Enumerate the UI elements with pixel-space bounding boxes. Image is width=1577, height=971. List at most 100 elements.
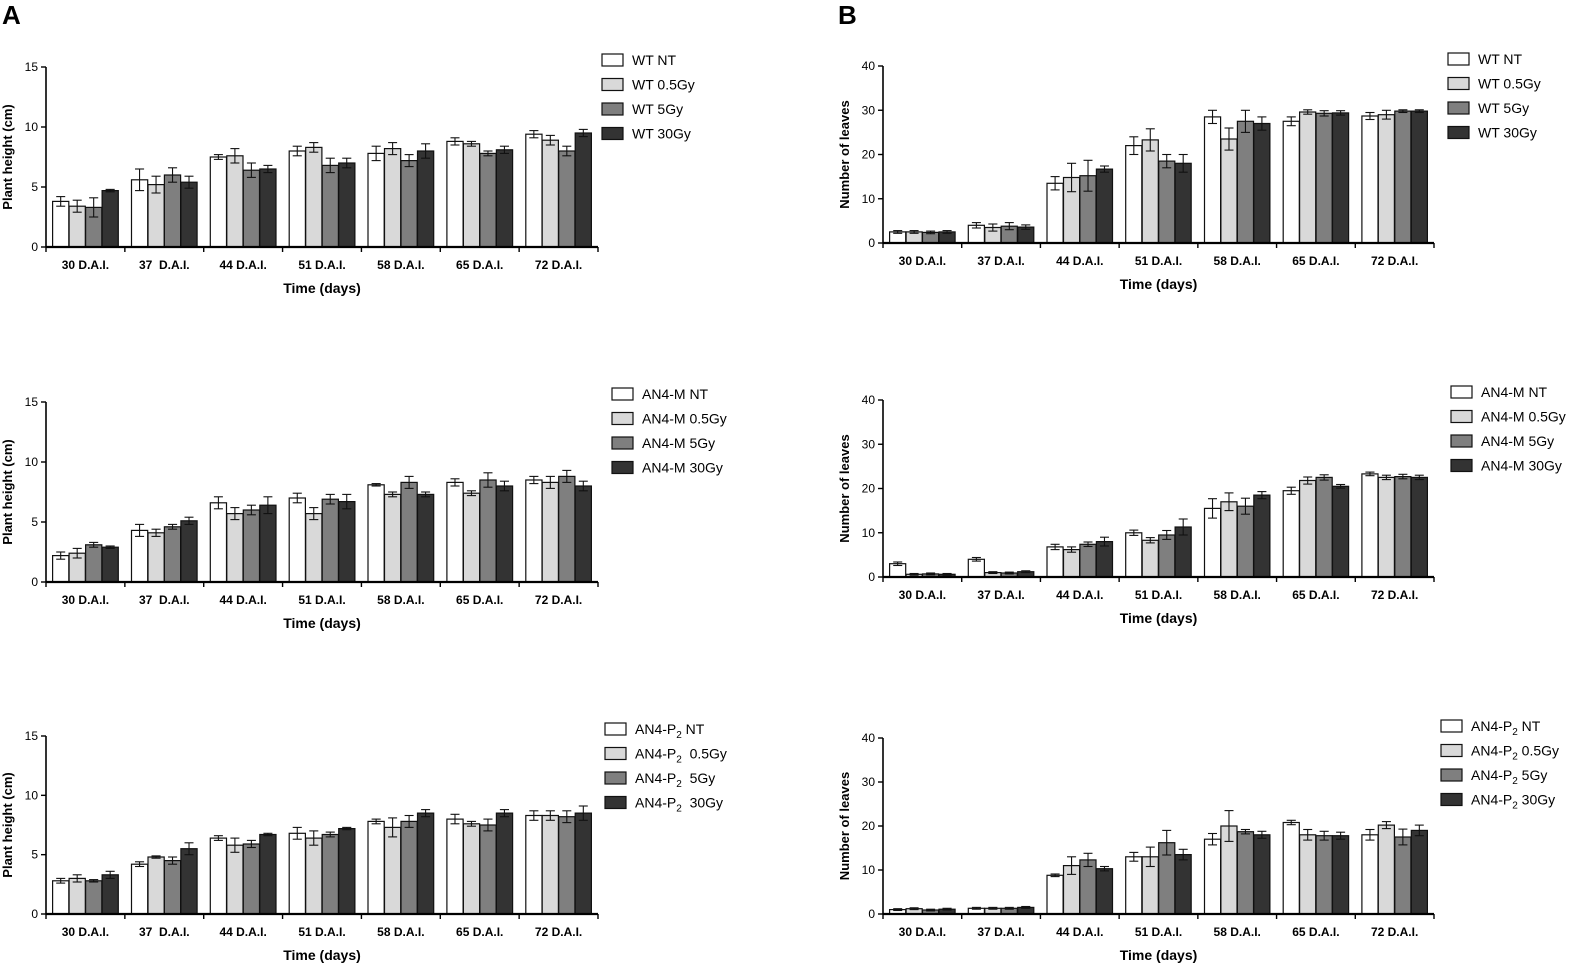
legend-label: WT 0.5Gy: [632, 77, 695, 93]
legend-swatch: [1440, 792, 1463, 807]
bar: [180, 181, 198, 248]
bar: [367, 152, 385, 248]
bar: [1095, 868, 1114, 915]
legend-swatch: [601, 53, 624, 67]
legend-swatch: [611, 436, 634, 450]
legend-swatch: [1450, 458, 1473, 473]
bar: [400, 481, 418, 583]
x-tick-label: 44 D.A.I.: [219, 258, 266, 272]
x-tick-label: 30 D.A.I.: [62, 593, 109, 607]
y-tick-label: 20: [862, 819, 876, 833]
bar: [1079, 543, 1097, 578]
bar: [1377, 824, 1396, 915]
legend-swatch: [1450, 409, 1473, 424]
legend-label: AN4-M 0.5Gy: [1481, 409, 1566, 425]
bar: [242, 509, 261, 583]
x-tick-label: 72 D.A.I.: [535, 593, 582, 607]
x-tick-label: 44 D.A.I.: [219, 593, 266, 607]
chart-3: 0 5 10 15 30 D.A.I. 37 D.A.I. 44 D.A.I. 51 D.A.…: [0, 386, 727, 631]
y-tick-label: 0: [868, 236, 875, 250]
x-tick-label: 37 D.A.I.: [977, 588, 1024, 602]
y-tick-label: 15: [25, 60, 39, 74]
bar: [1158, 534, 1176, 578]
x-tick-label: 72 D.A.I.: [535, 258, 582, 272]
legend-swatch: [601, 102, 624, 116]
legend: AN4-M NT AN4-M 0.5Gy AN4-M 5Gy AN4-M 30Gy: [1450, 384, 1566, 474]
bar: [1203, 507, 1222, 578]
y-tick-label: 10: [25, 788, 39, 802]
legend-swatch: [601, 77, 624, 92]
bar: [479, 824, 497, 915]
y-tick-label: 0: [31, 240, 38, 254]
y-tick-label: 15: [25, 395, 39, 409]
legend-label: AN4-P2 30Gy: [1471, 792, 1555, 812]
bar: [400, 820, 418, 915]
y-axis-title: Plant height (cm): [0, 772, 15, 877]
bar: [1282, 821, 1300, 915]
bar: [1253, 834, 1271, 915]
bar: [321, 164, 340, 248]
bar: [1158, 160, 1176, 244]
bar: [209, 156, 228, 248]
legend-label: AN4-M 30Gy: [642, 460, 723, 476]
legend-label: WT 5Gy: [632, 101, 683, 117]
bar: [163, 174, 182, 248]
bar: [305, 512, 323, 583]
bar: [383, 148, 402, 248]
bar: [1377, 114, 1396, 244]
bar: [558, 150, 576, 248]
bar: [1331, 835, 1350, 915]
bar: [1220, 138, 1238, 244]
chart-2: 0 10 20 30 40 30 D.A.I. 37 D.A.I. 44 D.A.I. 51 D…: [837, 51, 1541, 292]
x-tick-label: 72 D.A.I.: [1371, 254, 1418, 268]
legend-label: AN4-P2 30Gy: [635, 795, 723, 815]
y-tick-label: 0: [31, 907, 38, 921]
bar: [68, 877, 86, 915]
y-tick-label: 10: [862, 526, 876, 540]
bar: [495, 485, 514, 583]
legend-label: AN4-P2 5Gy: [635, 770, 715, 790]
legend-swatch: [601, 126, 624, 141]
bar: [130, 529, 149, 583]
x-tick-label: 51 D.A.I.: [298, 925, 345, 939]
bar: [147, 532, 165, 583]
bar: [446, 818, 464, 915]
bar: [180, 520, 198, 583]
x-tick-label: 65 D.A.I.: [456, 925, 503, 939]
bar: [1046, 874, 1064, 915]
bar: [242, 843, 261, 915]
chart-6: 0 10 20 30 40 30 D.A.I. 37 D.A.I. 44 D.A.I. 51 D…: [837, 718, 1559, 963]
x-tick-label: 65 D.A.I.: [1292, 588, 1339, 602]
bar: [525, 479, 543, 583]
bar: [288, 150, 307, 248]
legend-swatch: [1447, 52, 1470, 66]
bar: [574, 812, 593, 915]
bar: [242, 169, 261, 248]
bar: [1361, 834, 1379, 915]
y-axis-title: Number of leaves: [837, 100, 852, 208]
x-axis-title: Time (days): [283, 280, 361, 296]
legend-swatch: [611, 411, 634, 426]
legend: WT NT WT 0.5Gy WT 5Gy WT 30Gy: [601, 52, 695, 142]
bar: [305, 146, 323, 248]
x-tick-label: 58 D.A.I.: [377, 258, 424, 272]
bar: [1410, 476, 1429, 578]
y-tick-label: 15: [25, 729, 39, 743]
x-tick-label: 37 D.A.I.: [977, 254, 1024, 268]
y-tick-label: 20: [862, 482, 876, 496]
bar: [288, 497, 307, 583]
bar: [51, 200, 70, 248]
bar: [305, 837, 323, 915]
panel-label-b: B: [838, 0, 857, 30]
y-axis-title: Plant height (cm): [0, 439, 15, 544]
y-tick-label: 30: [862, 775, 876, 789]
bar: [1410, 110, 1429, 244]
x-tick-label: 30 D.A.I.: [899, 588, 946, 602]
bar: [1141, 139, 1159, 244]
y-tick-label: 10: [25, 120, 39, 134]
legend-swatch: [604, 795, 627, 810]
bar: [147, 856, 165, 915]
bar: [416, 493, 435, 583]
x-tick-label: 37 D.A.I.: [139, 925, 190, 939]
y-tick-label: 0: [31, 575, 38, 589]
